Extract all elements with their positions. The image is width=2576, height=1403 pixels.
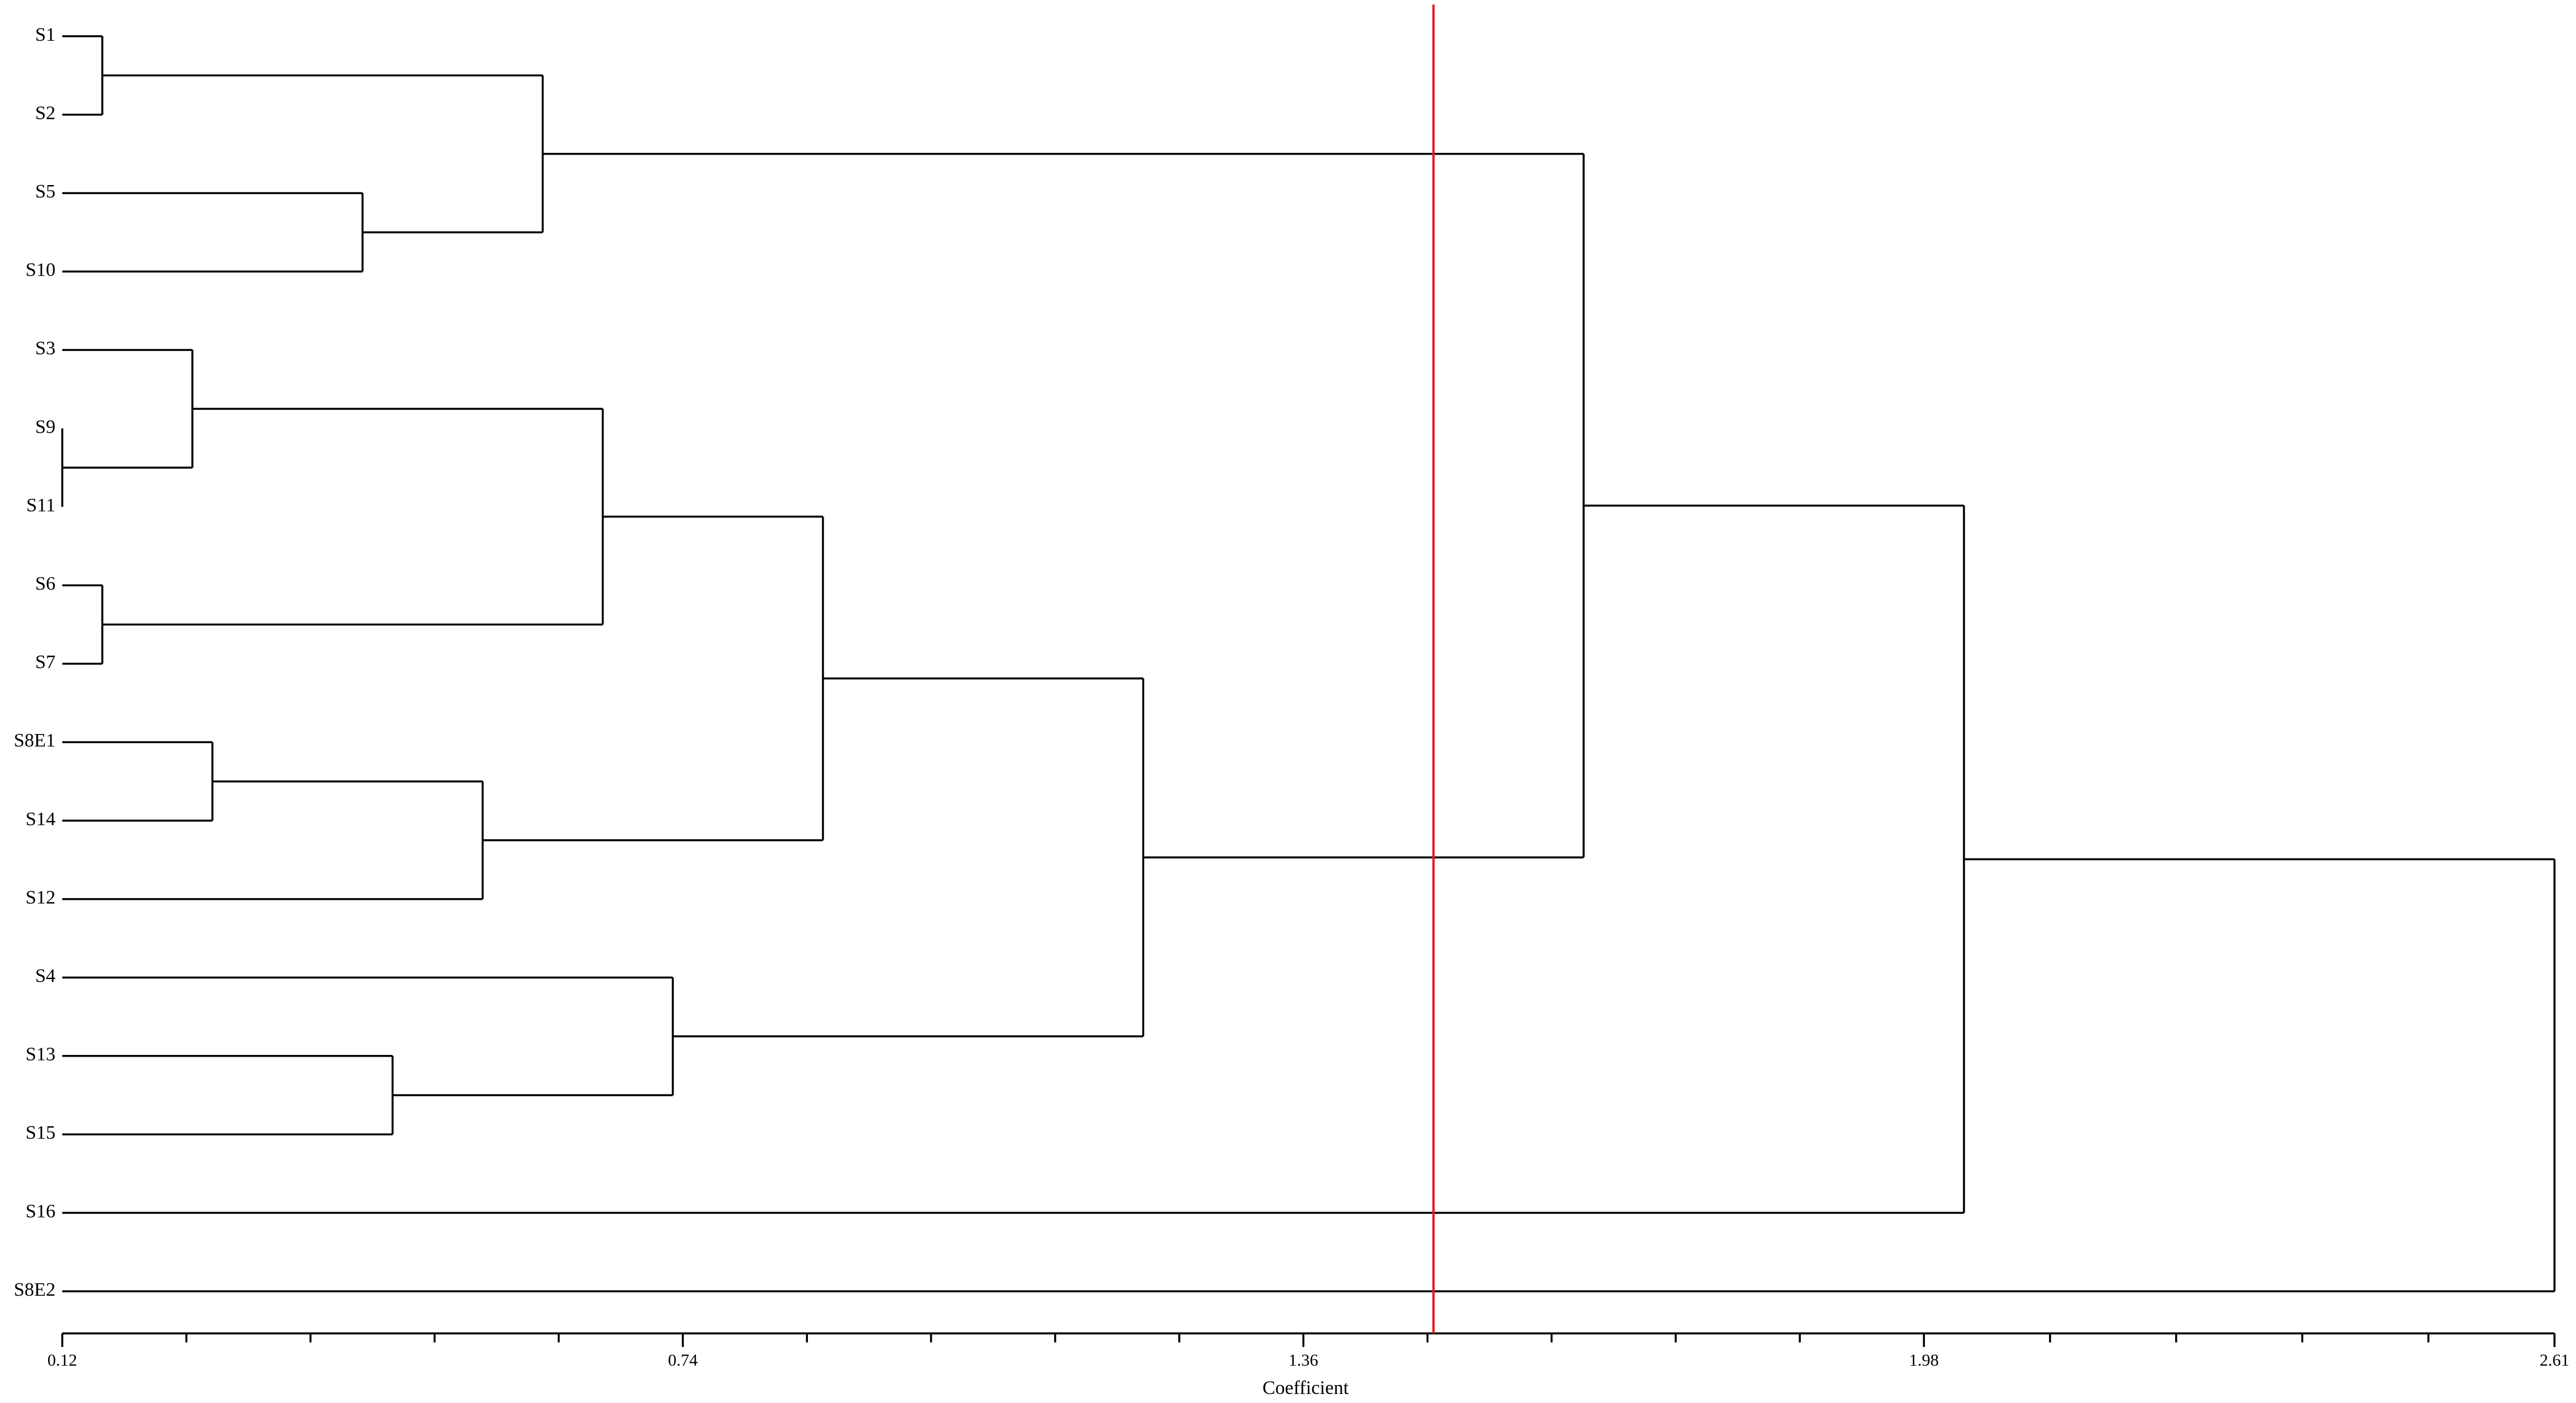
x-tick-label: 1.36 — [1289, 1351, 1319, 1370]
leaf-label: S7 — [35, 652, 55, 673]
leaf-label: S2 — [35, 102, 55, 123]
leaf-label: S5 — [35, 181, 55, 202]
leaf-label: S8E2 — [14, 1279, 55, 1300]
leaf-label: S6 — [35, 573, 55, 594]
leaf-label: S9 — [35, 417, 55, 437]
leaf-label: S8E1 — [14, 730, 55, 751]
leaf-label: S11 — [26, 495, 55, 516]
leaf-label: S16 — [25, 1201, 55, 1222]
x-tick-label: 1.98 — [1909, 1351, 1939, 1370]
leaf-label: S4 — [35, 966, 55, 986]
leaf-label: S14 — [25, 809, 55, 830]
x-tick-label: 0.74 — [668, 1351, 698, 1370]
x-tick-label: 2.61 — [2540, 1351, 2570, 1370]
leaf-label: S10 — [25, 260, 55, 281]
leaf-label: S12 — [25, 887, 55, 908]
x-axis-title: Coefficient — [1263, 1378, 1349, 1398]
leaf-label: S15 — [25, 1122, 55, 1143]
leaf-label: S3 — [35, 338, 55, 359]
leaf-label: S13 — [25, 1044, 55, 1065]
leaf-label: S1 — [35, 24, 55, 45]
x-tick-label: 0.12 — [48, 1351, 78, 1370]
